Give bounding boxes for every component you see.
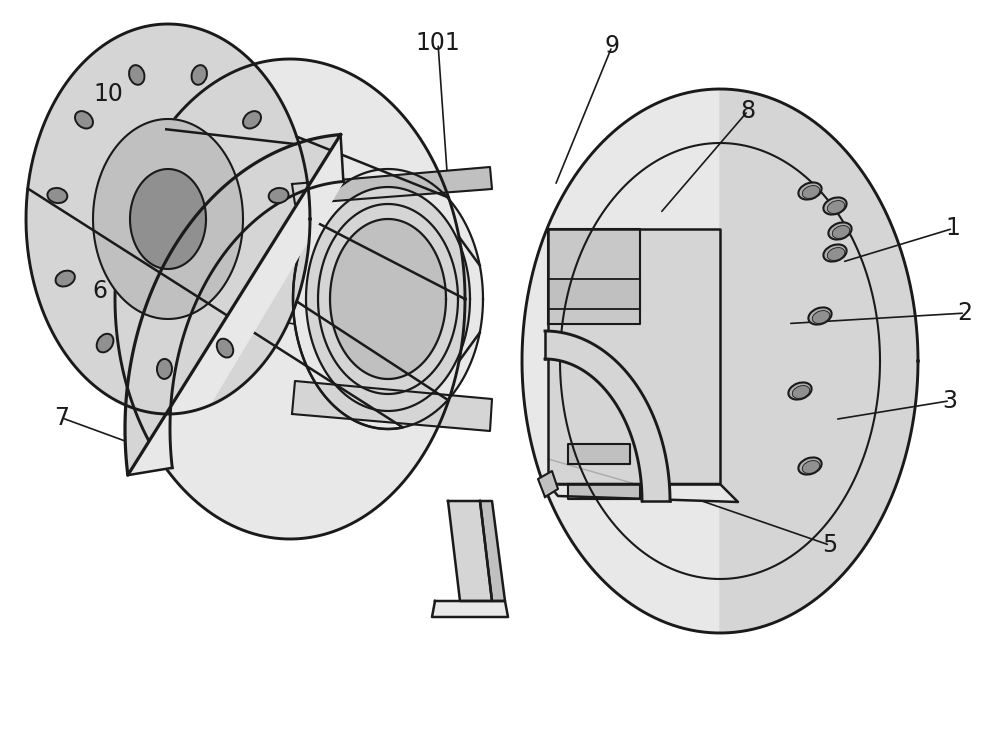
Polygon shape [568,444,630,464]
Text: 8: 8 [740,99,756,123]
Ellipse shape [47,188,67,203]
Polygon shape [125,135,343,475]
Text: 2: 2 [958,301,972,325]
Polygon shape [26,24,310,414]
Polygon shape [293,169,483,429]
Polygon shape [330,219,446,379]
Polygon shape [130,169,206,269]
Polygon shape [448,501,492,601]
Ellipse shape [827,201,845,213]
Ellipse shape [823,198,847,214]
Ellipse shape [832,225,850,238]
Ellipse shape [827,248,845,261]
Polygon shape [548,484,738,502]
Polygon shape [548,229,640,324]
Polygon shape [292,167,492,204]
Polygon shape [93,119,243,319]
Ellipse shape [788,383,812,399]
Ellipse shape [157,359,172,379]
Ellipse shape [192,65,207,85]
Ellipse shape [798,183,822,199]
Polygon shape [720,89,918,633]
Polygon shape [522,89,918,633]
Text: 101: 101 [416,31,460,55]
Polygon shape [432,601,508,617]
Text: 10: 10 [93,82,123,106]
Ellipse shape [808,307,832,324]
Ellipse shape [75,111,93,129]
Ellipse shape [243,111,261,129]
Ellipse shape [812,311,830,324]
Text: 6: 6 [92,279,108,303]
Polygon shape [292,381,492,431]
Ellipse shape [129,65,144,85]
Ellipse shape [269,188,289,203]
Polygon shape [545,331,670,501]
Polygon shape [538,471,558,497]
Text: 9: 9 [604,34,620,58]
Text: 3: 3 [942,389,958,413]
Ellipse shape [798,458,822,475]
Ellipse shape [802,186,820,198]
Ellipse shape [828,222,852,240]
Text: 1: 1 [946,216,960,240]
Polygon shape [568,484,640,499]
Ellipse shape [823,244,847,261]
Ellipse shape [802,461,820,473]
Polygon shape [548,229,720,484]
Polygon shape [306,187,470,411]
Polygon shape [548,279,640,309]
Text: 7: 7 [54,406,70,430]
Polygon shape [115,59,465,539]
Polygon shape [480,501,505,601]
Ellipse shape [56,270,75,287]
Ellipse shape [792,386,810,398]
Text: 5: 5 [822,533,838,557]
Polygon shape [318,204,458,394]
Polygon shape [128,135,343,475]
Ellipse shape [97,334,113,352]
Ellipse shape [217,339,233,357]
